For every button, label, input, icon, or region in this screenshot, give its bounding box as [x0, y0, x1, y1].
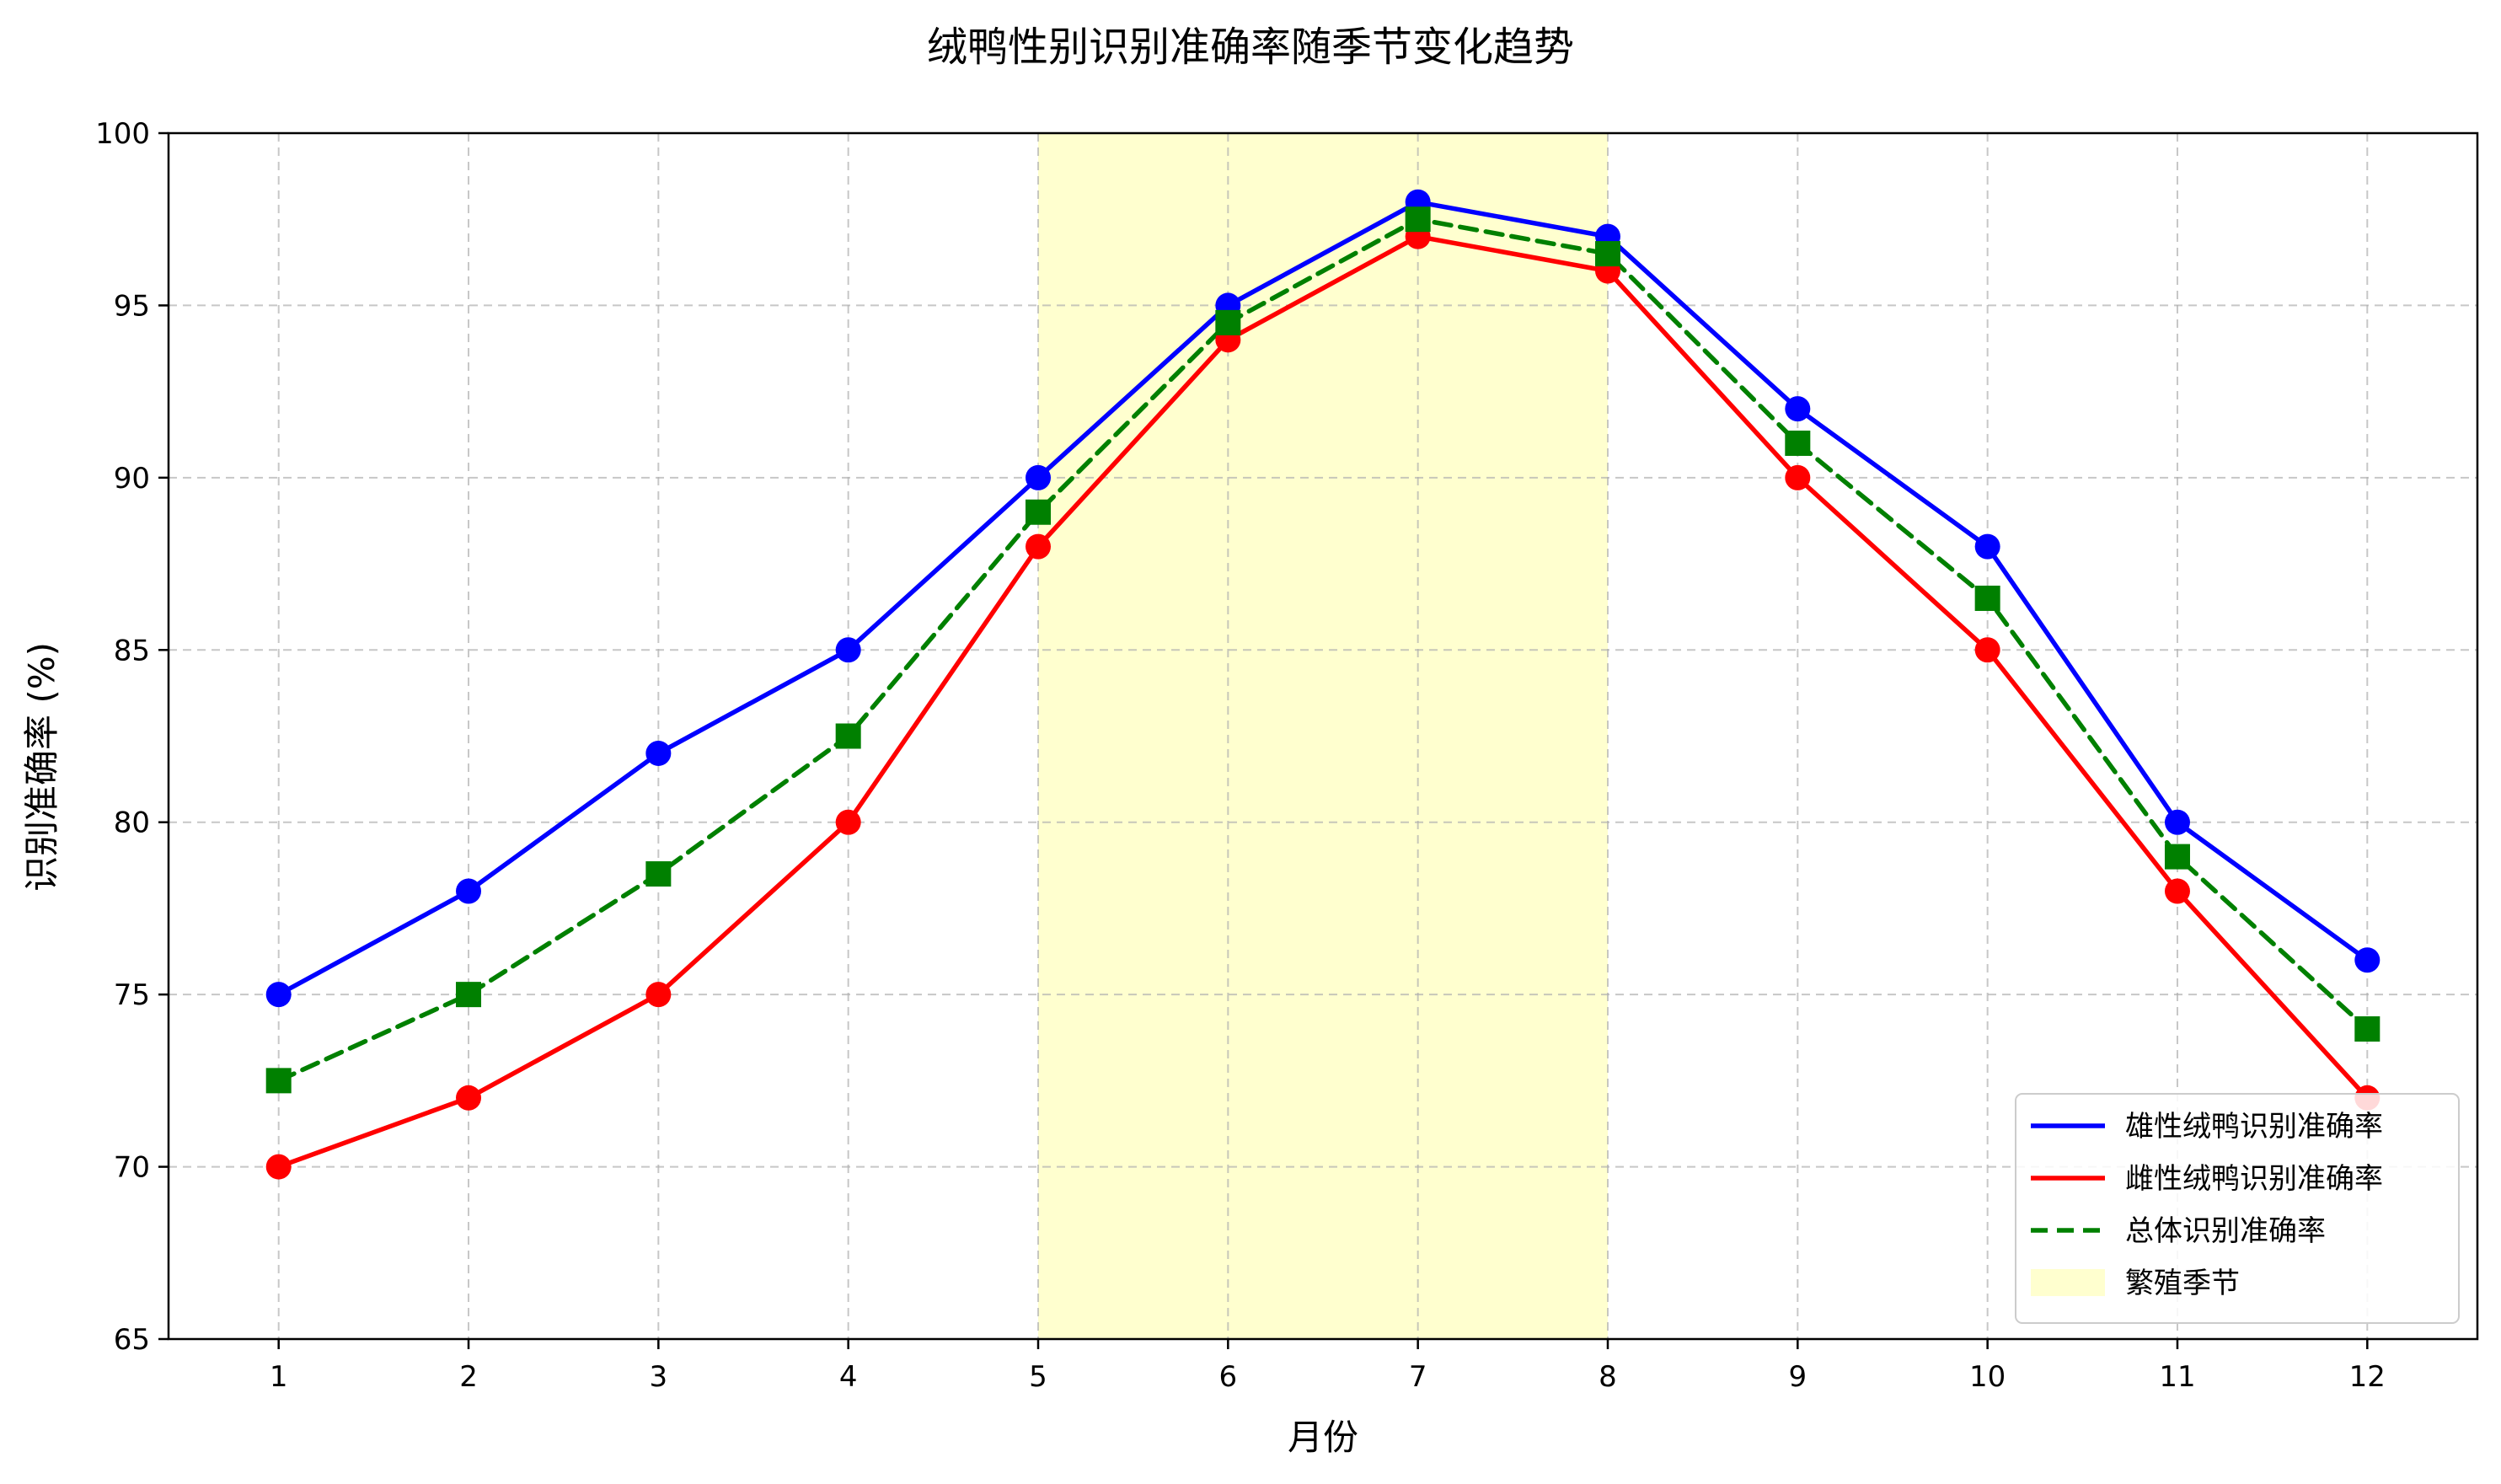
x-tick-label: 12 [2349, 1360, 2386, 1394]
data-point-series-2 [1974, 637, 2000, 663]
data-point-series-1 [456, 878, 482, 904]
x-tick-label: 2 [459, 1360, 478, 1394]
data-point-series-3 [835, 723, 861, 749]
x-axis-label: 月份 [1288, 1417, 1358, 1458]
chart-title: 绒鸭性别识别准确率随季节变化趋势 [927, 24, 1574, 71]
data-point-series-1 [2164, 809, 2190, 835]
series-line-1 [276, 200, 2370, 997]
y-tick-label: 75 [114, 978, 150, 1012]
data-point-series-2 [265, 1154, 292, 1180]
data-point-series-3 [2354, 1016, 2381, 1042]
data-point-series-3 [1215, 309, 1241, 335]
data-point-series-3 [1405, 206, 1431, 233]
data-point-series-3 [645, 861, 672, 887]
series-line-3 [276, 217, 2370, 1084]
legend-label-series-1: 雄性绒鸭识别准确率 [2125, 1110, 2383, 1144]
y-tick-label: 95 [114, 289, 150, 323]
data-point-series-1 [2354, 947, 2381, 973]
x-tick-label: 7 [1409, 1360, 1427, 1394]
x-tick-label: 6 [1219, 1360, 1238, 1394]
y-tick-label: 80 [114, 806, 150, 840]
legend-box [2015, 1093, 2460, 1324]
x-tick-label: 4 [839, 1360, 858, 1394]
data-point-series-1 [645, 740, 672, 766]
y-tick-label: 65 [114, 1323, 150, 1357]
x-tick-label: 10 [1969, 1360, 2006, 1394]
series-line-2 [276, 233, 2370, 1170]
legend-label-series-2: 雌性绒鸭识别准确率 [2125, 1162, 2383, 1196]
y-tick-label: 100 [95, 117, 150, 151]
data-point-series-3 [1026, 499, 1052, 525]
data-point-series-3 [2164, 844, 2190, 870]
legend-label-series-3: 总体识别准确率 [2125, 1214, 2326, 1248]
x-tick-label: 8 [1599, 1360, 1617, 1394]
data-point-series-1 [1974, 533, 2000, 560]
legend-label-shaded-region: 繁殖季节 [2125, 1267, 2240, 1300]
x-tick-label: 9 [1789, 1360, 1807, 1394]
data-point-series-3 [1974, 585, 2000, 611]
x-tick-label: 3 [650, 1360, 668, 1394]
data-point-series-1 [1785, 396, 1811, 422]
y-tick-label: 85 [114, 634, 150, 667]
x-tick-label: 1 [270, 1360, 288, 1394]
data-point-series-1 [1026, 464, 1052, 490]
x-tick-label: 11 [2159, 1360, 2195, 1394]
y-axis-label: 识别准确率 (%) [21, 642, 62, 892]
data-point-series-2 [645, 982, 672, 1008]
data-point-series-1 [265, 982, 292, 1008]
data-point-series-3 [265, 1068, 292, 1094]
data-point-series-2 [1785, 464, 1811, 490]
plot-frame [167, 131, 2479, 1341]
data-point-series-3 [456, 982, 482, 1008]
data-point-series-2 [1026, 533, 1052, 560]
data-point-series-3 [1785, 430, 1811, 456]
data-point-series-3 [1594, 241, 1620, 267]
legend-swatch-shaded-region [2031, 1269, 2105, 1296]
shaded-region-breeding-season [1038, 133, 1608, 1339]
data-point-series-2 [835, 809, 861, 835]
data-point-series-2 [456, 1085, 482, 1111]
data-point-series-2 [2164, 878, 2190, 904]
data-point-series-1 [835, 637, 861, 663]
x-tick-label: 5 [1029, 1360, 1047, 1394]
y-tick-label: 90 [114, 462, 150, 496]
y-tick-label: 70 [114, 1151, 150, 1185]
